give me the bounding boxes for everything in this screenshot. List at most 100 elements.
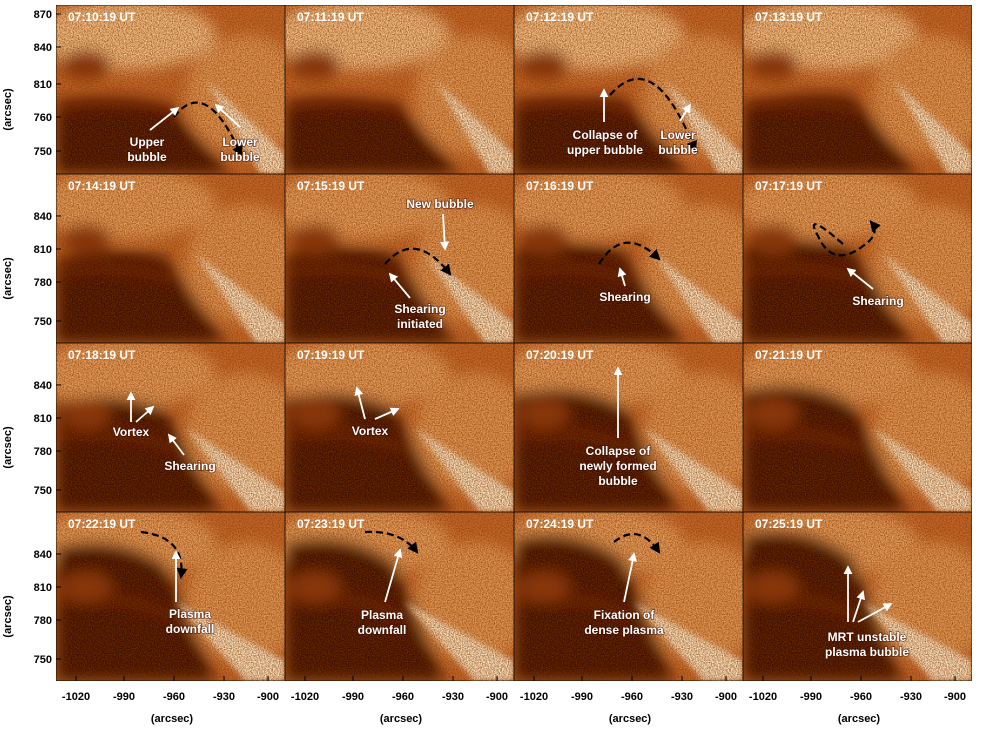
annotation: Shearing bbox=[164, 459, 215, 473]
y-tick-label: 810 bbox=[34, 79, 52, 91]
grain bbox=[514, 343, 743, 512]
x-tick-label: -900 bbox=[486, 691, 508, 703]
arrow bbox=[617, 267, 627, 287]
x-tick-label: -930 bbox=[671, 691, 693, 703]
y-tick-label: 780 bbox=[34, 446, 52, 458]
grain bbox=[285, 512, 514, 681]
timestamp: 07:23:19 UT bbox=[297, 517, 365, 531]
y-tick-label: 840 bbox=[34, 42, 52, 54]
arrow bbox=[846, 267, 874, 290]
y-tick-label: 750 bbox=[34, 654, 52, 666]
annotation: Collapse of bbox=[573, 128, 639, 142]
annotation: Vortex bbox=[352, 424, 389, 438]
timestamp: 07:22:19 UT bbox=[68, 517, 136, 531]
grain bbox=[56, 5, 285, 174]
timestamp: 07:13:19 UT bbox=[755, 10, 823, 24]
annotation: Lower bbox=[222, 135, 258, 149]
annotation: Lower bbox=[660, 128, 696, 142]
y-tick-label: 780 bbox=[34, 615, 52, 627]
arrow bbox=[354, 386, 366, 420]
timestamp: 07:11:19 UT bbox=[297, 10, 364, 24]
annotation: newly formed bbox=[579, 459, 656, 473]
timestamp: 07:20:19 UT bbox=[526, 348, 594, 362]
arrow bbox=[214, 103, 241, 128]
panel: 07:13:19 UT bbox=[743, 5, 972, 174]
grain bbox=[514, 5, 743, 174]
x-tick-label: -990 bbox=[800, 691, 822, 703]
timestamp: 07:21:19 UT bbox=[755, 348, 823, 362]
annotation: initiated bbox=[397, 317, 443, 331]
x-tick-label: -930 bbox=[213, 691, 235, 703]
dashed-curve bbox=[173, 101, 243, 158]
y-tick-label: 840 bbox=[34, 549, 52, 561]
dashed-curve bbox=[598, 241, 661, 265]
annotation: bubble bbox=[598, 474, 638, 488]
y-tick-label: 810 bbox=[34, 582, 52, 594]
panel: 07:14:19 UT bbox=[56, 174, 285, 343]
x-tick-label: -1020 bbox=[749, 691, 777, 703]
timestamp: 07:17:19 UT bbox=[755, 179, 823, 193]
timestamp: 07:12:19 UT bbox=[526, 10, 594, 24]
dashed-curve bbox=[613, 532, 661, 554]
grain bbox=[56, 343, 285, 512]
y-tick-label: 810 bbox=[34, 413, 52, 425]
grain bbox=[56, 174, 285, 343]
x-tick-label: -960 bbox=[621, 691, 643, 703]
annotation: Shearing bbox=[394, 302, 445, 316]
arrow bbox=[374, 407, 400, 420]
x-axis-label: (arcsec) bbox=[151, 713, 194, 725]
panel: 07:16:19 UT Shearing bbox=[514, 174, 743, 343]
annotation: New bubble bbox=[406, 197, 474, 211]
x-tick-label: -1020 bbox=[62, 691, 90, 703]
x-tick-label: -1020 bbox=[520, 691, 548, 703]
annotation: bubble bbox=[127, 150, 167, 164]
y-tick-label: 840 bbox=[34, 380, 52, 392]
annotation: upper bubble bbox=[567, 143, 643, 157]
dashed-curve bbox=[609, 77, 697, 153]
dashed-curve bbox=[140, 530, 188, 580]
grain bbox=[514, 512, 743, 681]
arrow bbox=[679, 103, 691, 122]
y-tick-label: 870 bbox=[34, 9, 52, 21]
y-tick-label: 750 bbox=[34, 316, 52, 328]
grain bbox=[56, 512, 285, 681]
x-tick-label: -990 bbox=[113, 691, 135, 703]
x-tick-label: -900 bbox=[257, 691, 279, 703]
y-axis-label: (arcsec) bbox=[2, 88, 14, 131]
panel: 07:19:19 UT Vortex bbox=[285, 343, 514, 512]
panel: 07:18:19 UT Vortex Shearing bbox=[56, 343, 285, 512]
annotation: downfall bbox=[166, 622, 215, 636]
panel: 07:11:19 UT bbox=[285, 5, 514, 174]
timestamp: 07:10:19 UT bbox=[68, 10, 136, 24]
y-axis-label: (arcsec) bbox=[2, 257, 14, 300]
arrow bbox=[135, 405, 155, 423]
y-tick-label: 750 bbox=[34, 146, 52, 158]
timestamp: 07:15:19 UT bbox=[297, 179, 365, 193]
timestamp: 07:25:19 UT bbox=[755, 517, 823, 531]
grain bbox=[285, 5, 514, 174]
dashed-curve bbox=[384, 247, 452, 276]
annotation: Collapse of bbox=[586, 444, 652, 458]
grain bbox=[285, 343, 514, 512]
y-tick-label: 760 bbox=[34, 112, 52, 124]
x-tick-label: -900 bbox=[944, 691, 966, 703]
y-axis-label: (arcsec) bbox=[2, 426, 14, 469]
annotation: MRT unstable bbox=[828, 630, 907, 644]
annotation: Shearing bbox=[852, 294, 903, 308]
annotation: Upper bbox=[130, 135, 165, 149]
annotation: plasma bubble bbox=[825, 645, 909, 659]
grain bbox=[743, 343, 972, 512]
annotation: Vortex bbox=[113, 425, 150, 439]
timestamp: 07:19:19 UT bbox=[297, 348, 365, 362]
annotation: Plasma bbox=[361, 608, 403, 622]
x-tick-label: -930 bbox=[900, 691, 922, 703]
dashed-curve bbox=[812, 220, 881, 257]
arrow bbox=[857, 603, 893, 623]
